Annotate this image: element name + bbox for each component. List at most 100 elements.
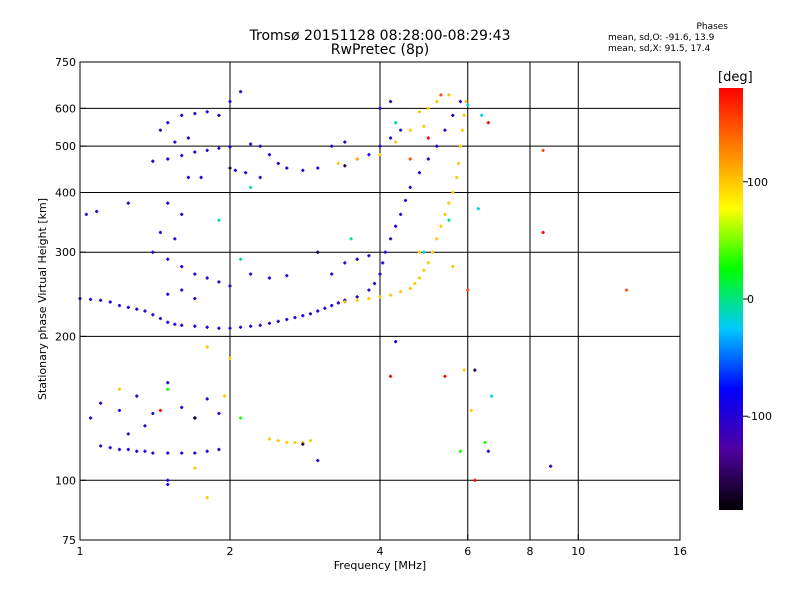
data-point — [301, 314, 305, 318]
data-point — [117, 408, 122, 413]
data-point — [435, 237, 439, 241]
data-point — [388, 237, 393, 241]
data-point — [158, 128, 163, 132]
data-point — [403, 198, 408, 203]
data-point — [267, 437, 272, 441]
data-point — [541, 230, 545, 235]
x-tick-label: 1 — [77, 545, 84, 558]
y-axis-ticks: 75 100 200 300 400 500 600 750 — [55, 56, 86, 547]
data-point — [126, 201, 130, 205]
data-point — [84, 212, 88, 216]
data-point — [381, 261, 385, 265]
data-point — [408, 128, 412, 132]
data-point — [249, 272, 253, 276]
data-point — [217, 411, 221, 416]
data-point — [451, 190, 455, 195]
y-tick-label: 600 — [55, 102, 76, 115]
data-point — [193, 111, 197, 116]
data-point — [166, 478, 170, 482]
data-point — [205, 276, 209, 280]
x-tick-label: 2 — [227, 545, 234, 558]
data-point — [249, 142, 253, 146]
data-point — [276, 319, 280, 323]
data-point — [316, 250, 320, 254]
data-point — [166, 201, 170, 205]
data-point — [285, 317, 289, 322]
data-point — [285, 440, 289, 445]
x-tick-label: 16 — [673, 545, 687, 558]
data-point — [126, 305, 130, 309]
data-point — [217, 113, 221, 117]
data-point — [336, 301, 340, 305]
data-point — [173, 140, 177, 144]
data-point — [430, 250, 435, 254]
data-point — [426, 261, 430, 265]
colorbar-tick-label: 100 — [747, 176, 768, 189]
data-point — [126, 432, 130, 436]
data-point — [408, 157, 412, 161]
data-point — [422, 268, 426, 272]
data-point — [316, 309, 320, 313]
data-point — [117, 387, 122, 391]
data-point — [151, 250, 155, 254]
data-point — [378, 106, 382, 110]
data-point — [249, 185, 253, 189]
data-point — [422, 250, 426, 254]
data-point — [355, 157, 359, 161]
data-point — [394, 340, 398, 344]
data-point — [258, 323, 262, 327]
phase-stats-x: mean, sd,X: 91.5, 17.4 — [608, 44, 711, 54]
data-point — [439, 93, 443, 97]
data-point — [193, 296, 197, 301]
data-point — [205, 148, 209, 152]
data-point — [443, 374, 447, 378]
data-point — [228, 284, 232, 288]
y-tick-label: 750 — [55, 56, 76, 69]
data-points — [78, 90, 629, 500]
data-point — [355, 257, 359, 261]
data-point — [217, 447, 221, 452]
data-point — [135, 307, 139, 311]
data-point — [443, 128, 447, 132]
data-point — [343, 164, 347, 168]
data-point — [193, 324, 197, 328]
data-point — [388, 99, 393, 104]
data-point — [267, 276, 272, 280]
data-point — [180, 212, 184, 216]
data-point — [238, 416, 243, 420]
data-point — [238, 90, 243, 94]
data-point — [301, 168, 305, 172]
data-point — [460, 128, 464, 132]
data-point — [394, 224, 398, 228]
data-point — [417, 171, 422, 175]
data-point — [490, 394, 494, 398]
x-tick-label: 4 — [377, 545, 384, 558]
x-axis-label: Frequency [MHz] — [333, 559, 427, 572]
data-point — [173, 237, 177, 241]
data-point — [166, 451, 170, 455]
data-point — [217, 280, 221, 284]
data-point — [126, 447, 130, 452]
data-point — [469, 408, 473, 413]
data-point — [267, 321, 272, 325]
data-point — [466, 103, 470, 107]
data-point — [458, 449, 463, 453]
data-point — [624, 288, 629, 292]
data-point — [258, 175, 262, 180]
data-point — [267, 153, 272, 157]
data-point — [355, 295, 359, 299]
data-point — [193, 150, 197, 154]
data-point — [238, 257, 243, 261]
y-tick-label: 75 — [62, 534, 76, 547]
data-point — [473, 368, 477, 372]
data-point — [158, 316, 163, 321]
data-point — [462, 368, 466, 372]
data-point — [285, 166, 289, 170]
data-point — [135, 394, 139, 398]
data-point — [99, 401, 103, 405]
colorbar-title: [deg] — [718, 70, 753, 85]
y-tick-label: 100 — [55, 474, 76, 487]
data-point — [228, 356, 232, 360]
y-tick-label: 200 — [55, 330, 76, 343]
